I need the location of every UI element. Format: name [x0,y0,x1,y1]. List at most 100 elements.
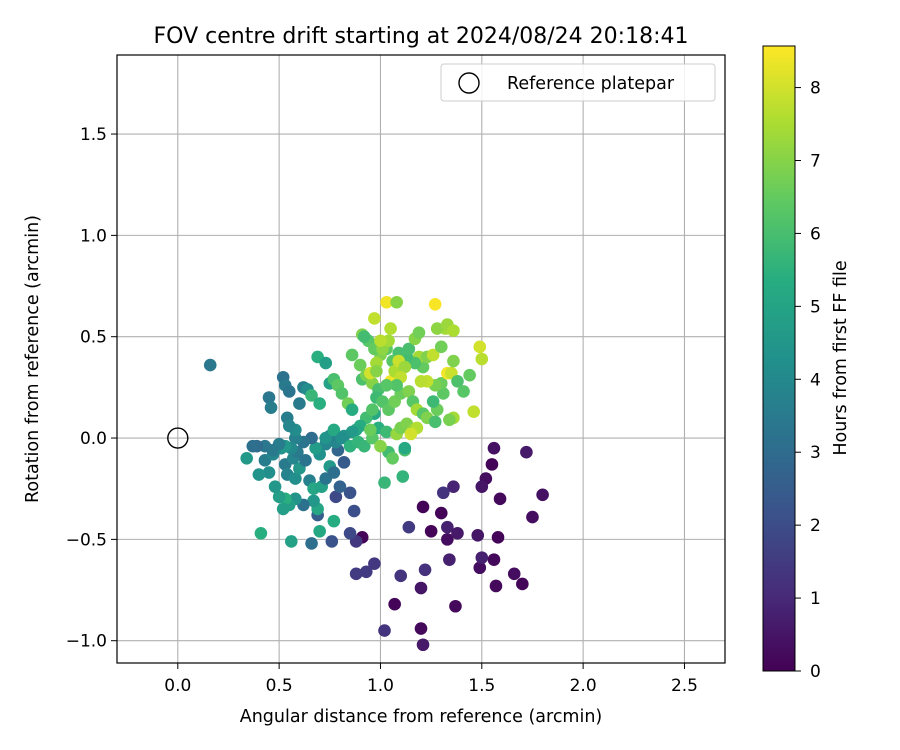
scatter-point [424,524,438,538]
scatter-point [282,385,296,398]
scatter-point [319,431,333,445]
scatter-point [282,419,296,433]
scatter-point [520,445,533,459]
legend-entry-reference: Reference platepar [507,74,675,94]
scatter-point [374,439,387,453]
scatter-point [380,379,393,392]
x-axis-label: Angular distance from reference (arcmin) [240,707,603,727]
scatter-point [345,348,359,362]
scatter-point [359,565,373,579]
scatter-point [443,413,456,427]
scatter-point [386,452,399,465]
scatter-point [329,490,343,504]
scatter-point [434,340,448,354]
scatter-point [353,358,367,372]
scatter-point [473,561,487,575]
scatter-point [327,514,341,528]
scatter-point [313,524,326,538]
chart-title: FOV centre drift starting at 2024/08/24 … [154,24,689,49]
scatter-point [507,567,521,581]
scatter-point [463,368,476,382]
scatter-point [313,397,326,410]
scatter-point [335,431,349,445]
scatter-point [368,312,381,325]
scatter-point [428,415,442,429]
scatter-point [475,352,489,366]
scatter-point [347,504,361,518]
scatter-point [246,439,260,453]
colorbar-tick-label: 3 [810,443,821,463]
scatter-point [473,340,487,354]
legend-marker [458,72,480,94]
scatter-point [378,476,391,489]
x-tick-label: 2.5 [671,676,698,696]
y-tick-label: 0.5 [80,328,107,348]
colorbar-label: Hours from first FF file [831,260,851,455]
legend-box [440,63,716,102]
scatter-point [426,348,440,362]
scatter-point [493,492,507,506]
scatter-point [402,385,416,398]
y-tick-label: 1.0 [80,226,107,246]
scatter-point [434,506,448,520]
grid-lines [117,55,725,663]
scatter-point [451,526,464,540]
scatter-point [398,360,412,374]
scatter-point [327,466,341,479]
scatter-point [526,510,539,524]
scatter-point [262,466,276,479]
colorbar-gradient [762,45,796,672]
colorbar-tick-label: 5 [810,297,821,317]
scatter-point [343,526,357,540]
scatter-point [384,322,397,335]
scatter-point [299,454,312,467]
scatter-point [390,379,403,392]
scatter-point [485,458,499,471]
scatter-point [305,389,318,402]
scatter-point [487,441,501,455]
colorbar: 0 1 2 3 4 5 6 7 8 Hours from first FF file [762,45,851,682]
scatter-point [414,374,428,388]
colorbar-tick-label: 1 [810,589,821,609]
scatter-point [398,441,412,455]
colorbar-tick-label: 2 [810,516,821,536]
scatter-point [370,364,383,378]
scatter-point [254,526,268,540]
scatter-point [307,494,320,508]
scatter-point [491,531,505,544]
legend: Reference platepar [440,63,716,102]
scatter-point [402,520,416,534]
scatter-point [252,468,266,481]
scatter-point [404,427,418,441]
scatter-point [305,537,318,550]
scatter-point [264,401,278,414]
scatter-point [368,557,381,570]
y-tick-label: 0.0 [80,429,107,449]
scatter-point [447,354,460,368]
scatter-point [416,638,430,652]
scatter-point [516,577,529,591]
x-tick-label: 0.5 [266,676,293,696]
scatter-point [378,624,391,637]
plot-frame [116,54,726,664]
scatter-point [451,374,464,388]
scatter-point [402,342,416,356]
colorbar-ticks: 0 1 2 3 4 5 6 7 8 [795,79,821,682]
scatter-point [428,297,442,311]
scatter-point [380,425,393,439]
scatter-point [471,529,485,542]
data-points [167,295,549,652]
scatter-point [394,569,408,583]
x-axis-ticks: 0.0 0.5 1.0 1.5 2.0 2.5 [164,663,698,696]
scatter-point [284,535,298,548]
x-tick-label: 0.0 [164,676,191,696]
scatter-point [203,358,217,372]
scatter-point [416,500,430,514]
scatter-point [426,395,440,408]
colorbar-tick-label: 8 [810,79,821,99]
scatter-point [335,387,349,400]
scatter-point [436,387,450,400]
y-tick-label: −0.5 [66,530,107,550]
x-tick-label: 2.0 [570,676,597,696]
